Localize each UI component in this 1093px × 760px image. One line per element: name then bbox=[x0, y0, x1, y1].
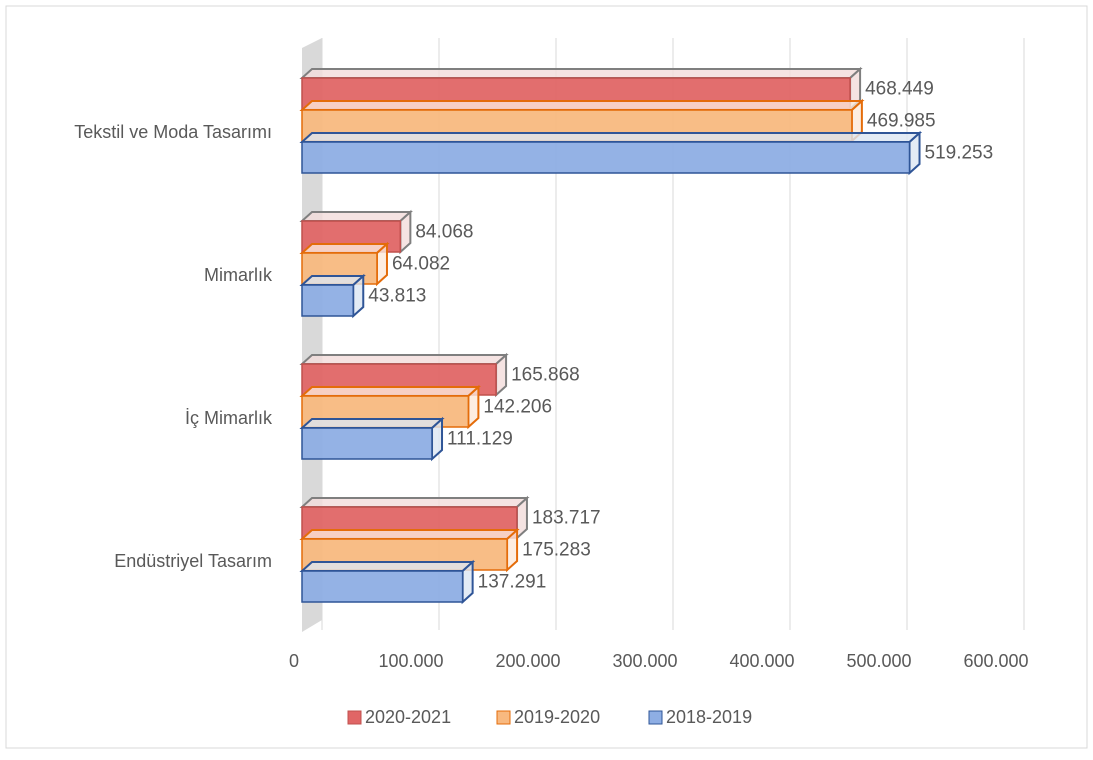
value-label: 43.813 bbox=[368, 286, 426, 307]
legend-swatch bbox=[648, 710, 663, 725]
legend-label: 2018-2019 bbox=[666, 707, 752, 727]
bar bbox=[301, 141, 911, 174]
value-label: 519.253 bbox=[925, 143, 994, 164]
bar-top bbox=[299, 497, 530, 508]
bar bbox=[301, 284, 355, 317]
bar-top bbox=[299, 418, 445, 429]
legend-label: 2019-2020 bbox=[514, 707, 600, 727]
legend-swatch bbox=[496, 710, 511, 725]
value-label: 142.206 bbox=[483, 397, 552, 418]
x-tick-label: 200.000 bbox=[495, 651, 560, 671]
value-label: 137.291 bbox=[478, 572, 547, 593]
x-tick-label: 300.000 bbox=[612, 651, 677, 671]
value-label: 175.283 bbox=[522, 540, 591, 561]
value-label: 64.082 bbox=[392, 254, 450, 275]
bar-top bbox=[299, 529, 520, 540]
bar-top bbox=[299, 354, 509, 365]
value-label: 165.868 bbox=[511, 365, 580, 386]
bar bbox=[301, 570, 464, 603]
y-tick-label: Endüstriyel Tasarım bbox=[114, 551, 272, 571]
bar-top bbox=[299, 100, 865, 111]
bar-top bbox=[299, 132, 923, 143]
back-wall bbox=[302, 38, 322, 632]
y-tick-label: Tekstil ve Moda Tasarımı bbox=[74, 122, 272, 142]
value-label: 468.449 bbox=[865, 79, 934, 100]
legend-swatch bbox=[347, 710, 362, 725]
value-label: 469.985 bbox=[867, 111, 936, 132]
bar-top bbox=[299, 243, 390, 254]
x-tick-label: 500.000 bbox=[846, 651, 911, 671]
bar-top bbox=[299, 386, 481, 397]
y-tick-label: İç Mimarlık bbox=[185, 408, 273, 428]
value-label: 183.717 bbox=[532, 508, 601, 529]
bar-top bbox=[299, 68, 863, 79]
legend-label: 2020-2021 bbox=[365, 707, 451, 727]
x-tick-label: 600.000 bbox=[963, 651, 1028, 671]
bar-top bbox=[299, 561, 476, 572]
x-tick-label: 400.000 bbox=[729, 651, 794, 671]
value-label: 111.129 bbox=[447, 429, 513, 450]
y-tick-label: Mimarlık bbox=[204, 265, 273, 285]
bar-top bbox=[299, 211, 413, 222]
x-tick-label: 100.000 bbox=[378, 651, 443, 671]
bar bbox=[301, 427, 433, 460]
x-tick-label: 0 bbox=[289, 651, 299, 671]
value-label: 84.068 bbox=[415, 222, 473, 243]
